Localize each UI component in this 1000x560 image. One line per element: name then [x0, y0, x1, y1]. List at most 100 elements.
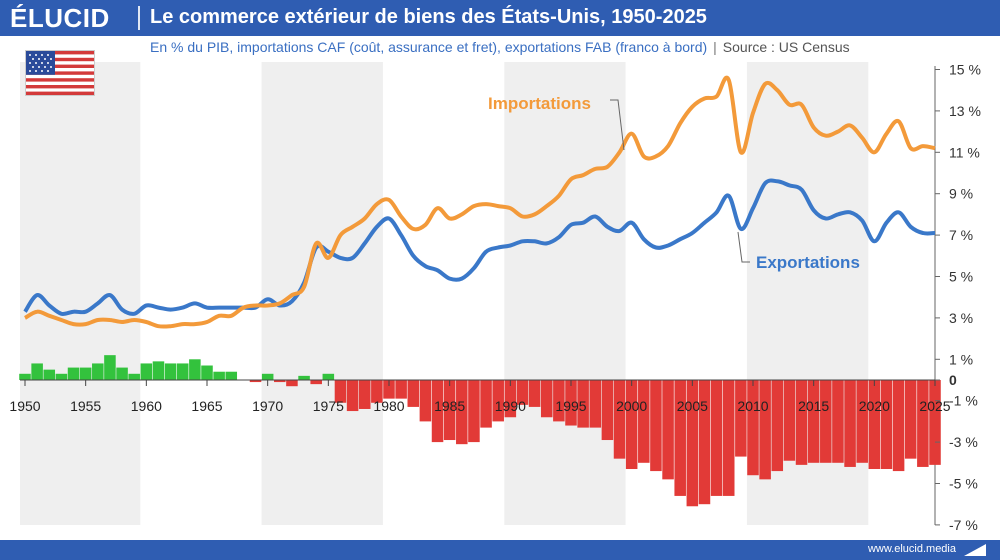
balance-bar	[176, 363, 189, 380]
x-tick-label: 2025	[919, 398, 950, 414]
exportations-leader	[737, 231, 750, 263]
x-tick-label: 1950	[9, 398, 40, 414]
y-tick-label: -5 %	[949, 476, 978, 492]
balance-bar	[164, 363, 177, 380]
balance-bar	[735, 380, 747, 457]
y-tick-label: -3 %	[949, 434, 978, 450]
balance-bar	[553, 380, 565, 422]
source-text: Source : US Census	[722, 39, 850, 55]
balance-bar	[19, 373, 31, 380]
balance-bar	[407, 380, 420, 407]
balance-bar	[868, 380, 881, 470]
y-tick-label: 5 %	[949, 269, 973, 285]
balance-bar	[904, 380, 917, 459]
balance-bar	[917, 380, 929, 467]
importations-line	[23, 75, 936, 329]
x-tick-label: 1965	[191, 398, 222, 414]
x-tick-label: 1970	[252, 398, 283, 414]
balance-bar	[929, 380, 941, 465]
balance-bar	[31, 363, 43, 380]
balance-bar	[565, 380, 577, 426]
balance-bar	[274, 380, 286, 383]
balance-bar	[201, 365, 213, 380]
balance-bar	[722, 380, 735, 496]
balance-bar	[540, 380, 553, 418]
balance-bar	[759, 380, 771, 480]
balance-bar	[516, 380, 529, 405]
footer-url[interactable]: www.elucid.media	[867, 543, 956, 555]
balance-bar	[795, 380, 808, 465]
balance-bar	[43, 369, 56, 380]
balance-bar	[152, 361, 165, 380]
x-tick-label: 2015	[798, 398, 829, 414]
chart-title: Le commerce extérieur de biens des États…	[150, 6, 707, 28]
balance-bar	[674, 380, 686, 496]
balance-bar	[492, 380, 504, 422]
header-bar: ÉLUCID Le commerce extérieur de biens de…	[0, 0, 1000, 36]
y-tick-label: 7 %	[949, 227, 973, 243]
balance-bar	[298, 375, 310, 380]
balance-bar	[92, 363, 104, 380]
brand-separator	[138, 6, 140, 30]
balance-bar	[892, 380, 905, 472]
balance-bar	[419, 380, 432, 422]
balance-bar	[79, 367, 92, 380]
balance-bar	[456, 380, 468, 445]
balance-bar	[698, 380, 711, 505]
balance-bar	[820, 380, 832, 463]
subtitle-text: En % du PIB, importations CAF (coût, ass…	[150, 39, 708, 55]
balance-bar	[55, 373, 68, 380]
balance-bar	[225, 371, 238, 380]
balance-bar	[504, 380, 517, 418]
y-tick-label: 3 %	[949, 310, 973, 326]
x-tick-label: 1995	[555, 398, 586, 414]
balance-bar	[140, 363, 153, 380]
balance-bar	[613, 380, 626, 459]
balance-bar	[286, 380, 298, 387]
us-flag-icon	[25, 50, 95, 96]
balance-bar	[686, 380, 699, 507]
balance-bar	[771, 380, 784, 472]
balance-bar	[189, 359, 201, 380]
x-tick-label: 2010	[737, 398, 768, 414]
x-tick-label: 1985	[434, 398, 465, 414]
y-tick-label: 11 %	[949, 144, 980, 160]
brand-logo: ÉLUCID	[10, 3, 110, 33]
balance-bar	[468, 380, 480, 443]
decade-band	[261, 62, 383, 525]
exportations-line	[23, 178, 936, 317]
x-tick-label: 2000	[616, 398, 647, 414]
balance-bar	[383, 380, 395, 399]
y-tick-label: 9 %	[949, 186, 973, 202]
y-tick-label: 15 %	[949, 62, 981, 78]
balance-bar	[371, 380, 383, 403]
x-tick-label: 1960	[131, 398, 162, 414]
balance-bar	[589, 380, 602, 428]
balance-bar	[213, 371, 225, 380]
balance-bar	[844, 380, 856, 467]
balance-bar	[431, 380, 444, 443]
balance-bar	[249, 380, 262, 383]
balance-bar	[261, 373, 274, 380]
x-tick-label: 2005	[677, 398, 708, 414]
footer-bar: www.elucid.media	[0, 540, 1000, 560]
y-tick-label: 1 %	[949, 351, 973, 367]
balance-bar	[601, 380, 614, 441]
balance-bar	[322, 373, 335, 380]
balance-bar	[116, 367, 128, 380]
balance-bar	[856, 380, 868, 463]
y-tick-label: 0	[949, 372, 957, 388]
balance-bar	[710, 380, 723, 496]
x-tick-label: 1975	[313, 398, 344, 414]
y-tick-label: -7 %	[949, 517, 978, 533]
decade-band	[20, 62, 141, 525]
balance-bar	[880, 380, 893, 470]
subtitle-separator: |	[713, 39, 717, 55]
importations-label: Importations	[488, 94, 591, 113]
balance-bar	[747, 380, 759, 476]
balance-bar	[662, 380, 674, 480]
decade-band	[504, 62, 626, 525]
x-tick-label: 1955	[70, 398, 101, 414]
balance-bar	[334, 380, 347, 403]
exportations-label: Exportations	[756, 253, 860, 272]
